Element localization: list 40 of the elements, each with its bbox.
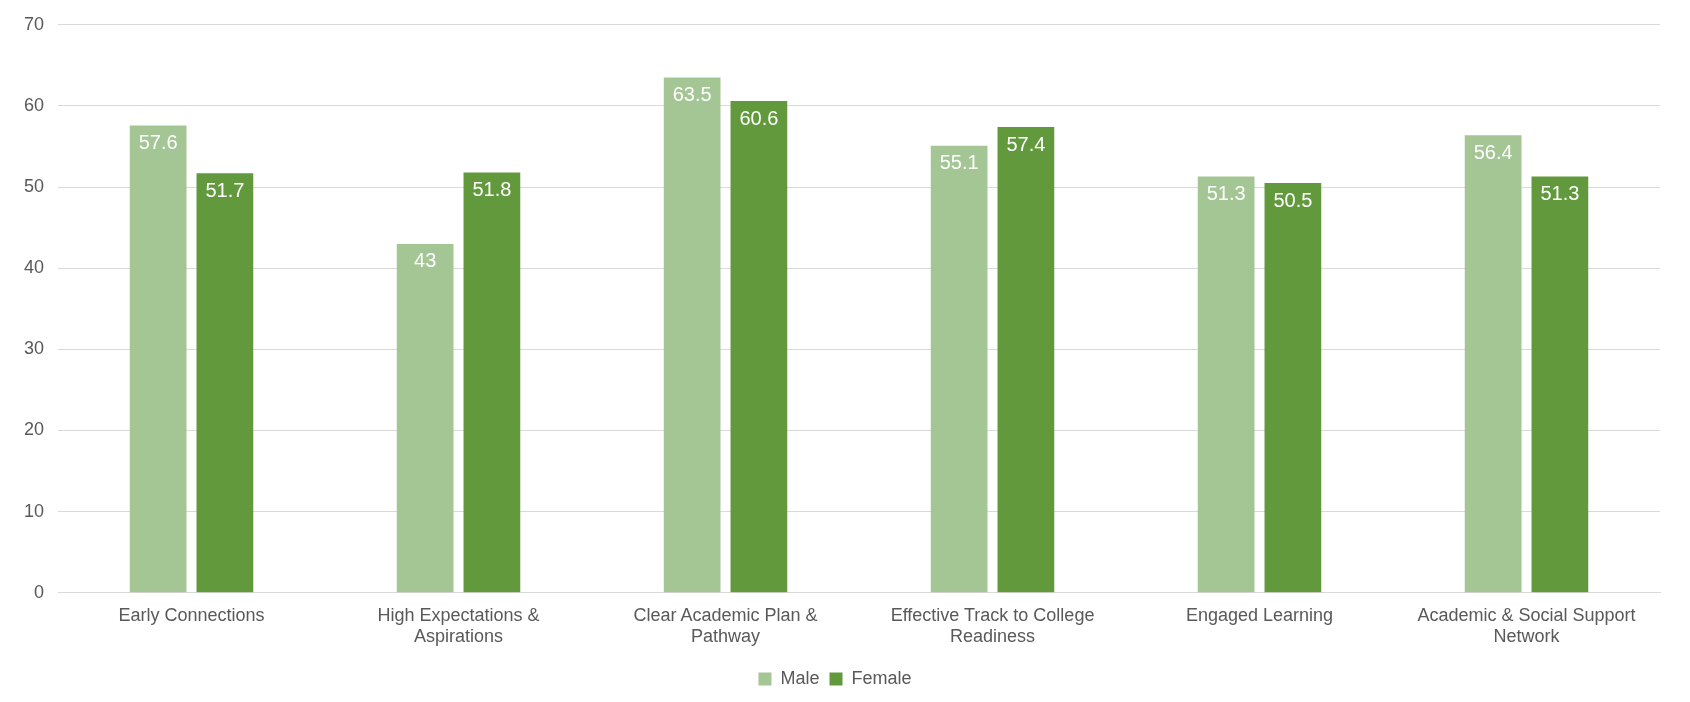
data-label: 51.7 [205, 178, 245, 201]
data-label: 51.3 [1206, 182, 1246, 205]
y-tick-label: 50 [23, 176, 45, 197]
bar [997, 127, 1055, 593]
data-label: 57.4 [1006, 132, 1046, 155]
data-label: 43 [414, 249, 437, 272]
data-label: 63.5 [672, 83, 712, 106]
legend-label: Female [851, 667, 912, 688]
data-label: 60.6 [739, 106, 779, 129]
data-label: 51.3 [1540, 182, 1580, 205]
bar [1464, 135, 1522, 593]
data-label: 50.5 [1273, 188, 1313, 211]
bar [1197, 176, 1255, 593]
x-tick-label: Clear Academic Plan & Pathway [633, 604, 818, 647]
data-label: 57.6 [138, 130, 178, 153]
data-label: 55.1 [939, 151, 979, 174]
data-label: 56.4 [1473, 140, 1513, 163]
bar [730, 101, 788, 593]
bar [930, 145, 988, 593]
bar [196, 173, 254, 593]
bar [129, 125, 187, 593]
data-label: 51.8 [472, 178, 512, 200]
y-tick-label: 10 [23, 500, 45, 521]
bar [463, 172, 521, 593]
x-tick-label: Effective Track to College Readiness [890, 604, 1095, 647]
y-tick-label: 70 [23, 13, 45, 34]
y-tick-label: 60 [23, 94, 45, 115]
legend-label: Male [780, 667, 820, 688]
x-tick-label: Academic & Social Support Network [1417, 604, 1636, 647]
y-tick-label: 0 [34, 581, 45, 602]
x-tick-label: Early Connections [118, 604, 265, 625]
bar [396, 243, 454, 593]
bar [663, 77, 721, 593]
y-tick-label: 30 [23, 338, 45, 359]
y-tick-label: 20 [23, 419, 45, 440]
x-tick-label: Engaged Learning [1185, 604, 1334, 625]
bar [1531, 176, 1589, 593]
bar [1264, 183, 1322, 593]
x-tick-label: High Expectations & Aspirations [377, 604, 540, 647]
y-tick-label: 40 [23, 257, 45, 278]
